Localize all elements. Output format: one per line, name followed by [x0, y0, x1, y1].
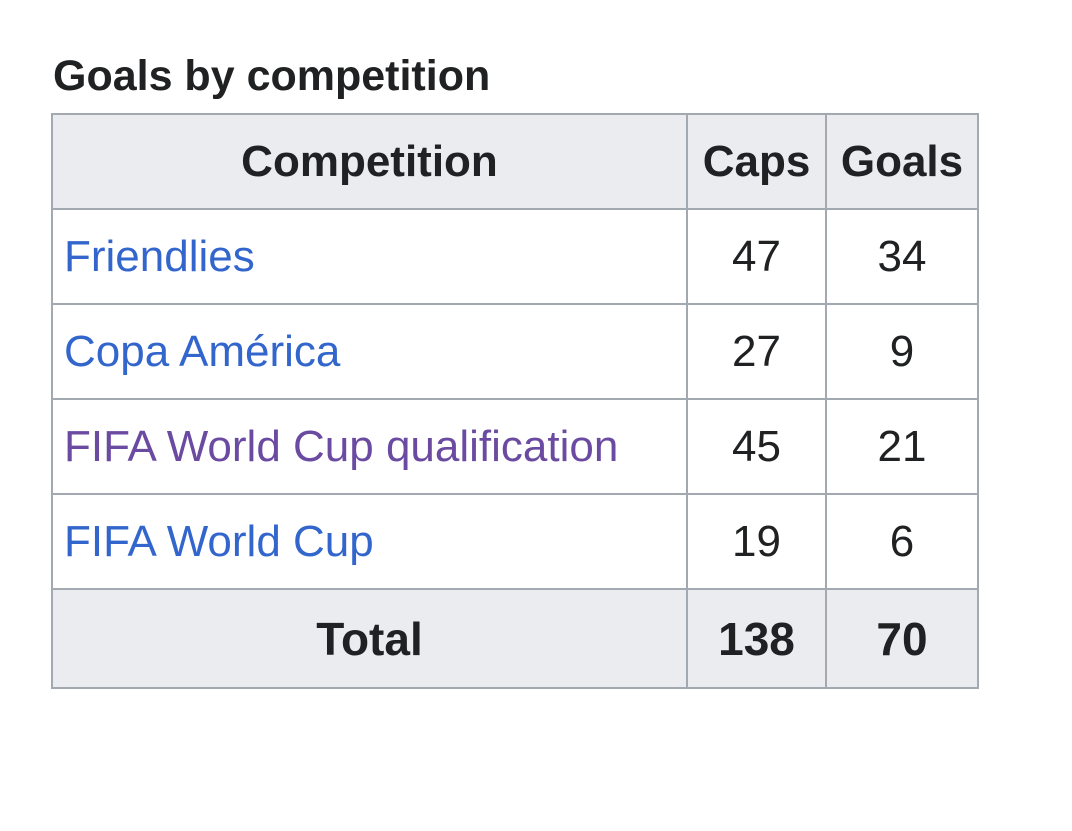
caps-cell: 45 [686, 398, 827, 495]
competition-cell: Friendlies [51, 208, 688, 305]
header-goals: Goals [825, 113, 979, 210]
caps-cell: 47 [686, 208, 827, 305]
total-label: Total [51, 588, 688, 689]
competition-cell: FIFA World Cup qualification [51, 398, 688, 495]
competition-link-world-cup[interactable]: FIFA World Cup [64, 516, 374, 566]
goals-cell: 21 [825, 398, 979, 495]
total-caps: 138 [686, 588, 827, 689]
table-row: Copa América 27 9 [51, 303, 979, 400]
total-goals: 70 [825, 588, 979, 689]
goals-cell: 6 [825, 493, 979, 590]
competition-cell: FIFA World Cup [51, 493, 688, 590]
header-row: Competition Caps Goals [51, 113, 979, 210]
table-row: Friendlies 47 34 [51, 208, 979, 305]
goals-table: Competition Caps Goals Friendlies 47 34 … [51, 113, 979, 689]
header-caps: Caps [686, 113, 827, 210]
competition-link-friendlies[interactable]: Friendlies [64, 231, 255, 281]
competition-cell: Copa América [51, 303, 688, 400]
table-row: FIFA World Cup qualification 45 21 [51, 398, 979, 495]
competition-link-world-cup-qualification[interactable]: FIFA World Cup qualification [64, 421, 619, 471]
caps-cell: 27 [686, 303, 827, 400]
table-row: FIFA World Cup 19 6 [51, 493, 979, 590]
header-competition: Competition [51, 113, 688, 210]
competition-link-copa-america[interactable]: Copa América [64, 326, 341, 376]
goals-cell: 9 [825, 303, 979, 400]
caps-cell: 19 [686, 493, 827, 590]
table-caption: Goals by competition [53, 52, 491, 100]
total-row: Total 138 70 [51, 588, 979, 689]
goals-cell: 34 [825, 208, 979, 305]
